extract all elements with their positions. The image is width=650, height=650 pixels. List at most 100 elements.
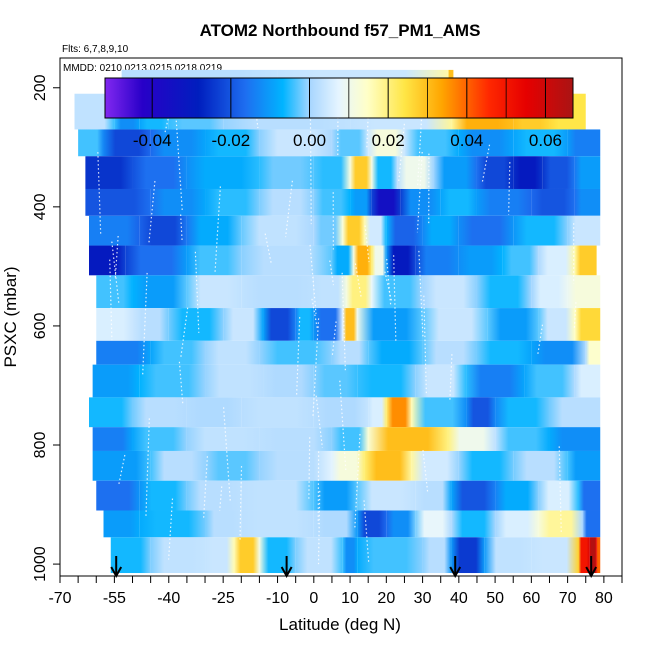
heatmap-cell xyxy=(92,364,140,398)
heatmap-cell xyxy=(150,537,206,574)
heatmap-cell xyxy=(447,427,496,451)
heatmap-cell xyxy=(353,245,372,276)
heatmap-cell xyxy=(589,537,597,574)
heatmap-cell xyxy=(567,215,601,246)
heatmap-cell xyxy=(313,275,347,309)
trace-segment xyxy=(174,108,183,211)
heatmap-cell xyxy=(440,188,477,216)
heatmap-cell xyxy=(263,308,296,341)
heatmap-cell xyxy=(331,427,369,451)
heatmap-cell xyxy=(186,275,242,309)
heatmap-cell xyxy=(241,245,332,276)
heatmap-cell xyxy=(205,129,260,157)
heatmap-cell xyxy=(495,427,550,451)
y-tick-label: 400 xyxy=(32,193,49,220)
heatmap-cell xyxy=(313,156,351,189)
heatmap-cell xyxy=(531,275,568,309)
x-tick-label: 10 xyxy=(341,590,359,607)
x-tick-label: 50 xyxy=(486,590,504,607)
heatmap-cell xyxy=(85,156,133,189)
heatmap-cell xyxy=(263,364,314,398)
colorbar-tick-label: 0.00 xyxy=(293,131,326,150)
heatmap-cell xyxy=(368,397,387,428)
x-tick-label: 0 xyxy=(309,590,318,607)
heatmap-cell xyxy=(78,129,104,157)
heatmap-cell xyxy=(125,245,187,276)
heatmap-cell xyxy=(567,129,601,157)
heatmap-cell xyxy=(495,510,539,538)
heatmap-cell xyxy=(524,364,575,398)
heatmap-cell xyxy=(139,510,206,538)
heatmap-cell xyxy=(458,245,503,276)
heatmap-cell xyxy=(89,245,126,276)
heatmap-cell xyxy=(259,129,332,157)
trace-segment xyxy=(363,500,370,565)
heatmap-cell xyxy=(422,275,477,309)
heatmap-cell xyxy=(368,340,423,365)
heatmap-cell xyxy=(415,510,452,538)
heatmap-cell xyxy=(386,245,416,276)
heatmap-cell xyxy=(574,156,601,189)
heatmap-cell xyxy=(422,215,459,246)
heatmap-cell xyxy=(259,340,332,365)
heatmap-cell xyxy=(357,510,387,538)
heatmap-cell xyxy=(371,275,423,309)
heatmap-cell xyxy=(538,245,575,276)
heatmap-cell xyxy=(150,450,206,481)
trace-segment xyxy=(417,119,423,186)
heatmap-cell xyxy=(574,364,601,398)
heatmap-cell xyxy=(186,427,260,451)
dates-note: MMDD: 0210,0213,0215,0218,0219 xyxy=(63,63,222,74)
heatmap-cell xyxy=(350,188,372,216)
heatmap-cell xyxy=(371,156,398,189)
heatmap-cell xyxy=(139,480,187,511)
heatmap-cell xyxy=(574,245,597,276)
heatmap-cell xyxy=(103,510,140,538)
heatmap-cell xyxy=(400,188,441,216)
heatmap-cell xyxy=(259,537,296,574)
heatmap-cell xyxy=(313,480,358,511)
heatmap-cell xyxy=(495,480,539,511)
colorbar xyxy=(104,77,574,119)
heatmap-cell xyxy=(458,215,514,246)
heatmap-cell xyxy=(422,537,452,574)
heatmap-cell xyxy=(484,537,532,574)
heatmap-cell xyxy=(466,364,525,398)
heatmap-cell xyxy=(582,510,601,538)
heatmap-cell xyxy=(531,340,586,365)
trace-segment xyxy=(418,250,424,338)
trace-segment xyxy=(317,490,321,565)
trace-segment xyxy=(194,251,200,333)
heatmap-cell xyxy=(132,427,187,451)
heatmap-cell xyxy=(386,215,423,246)
x-tick-label: 60 xyxy=(522,590,540,607)
heatmap-cell xyxy=(313,188,351,216)
y-tick-label: 200 xyxy=(32,74,49,101)
heatmap-cell xyxy=(186,215,242,246)
heatmap-cell xyxy=(259,450,332,481)
trace-segment xyxy=(117,454,126,486)
heatmap-cell xyxy=(531,188,575,216)
heatmap-cell xyxy=(103,129,151,157)
trace-segment xyxy=(573,302,577,329)
heatmap-cell xyxy=(585,340,601,365)
heatmap-cell xyxy=(357,480,416,511)
heatmap-cell xyxy=(476,340,532,365)
heatmap-cell xyxy=(495,397,550,428)
x-tick-label: 20 xyxy=(377,590,395,607)
trace-segment xyxy=(341,272,346,371)
heatmap-cell xyxy=(331,450,365,481)
heatmap-cell xyxy=(92,427,133,451)
trace-segment xyxy=(339,380,347,471)
heatmap-cell xyxy=(186,480,242,511)
trace-segment xyxy=(416,151,423,233)
x-tick-label: 30 xyxy=(414,590,432,607)
heatmap-cell xyxy=(342,308,358,341)
trace-segment xyxy=(180,214,183,241)
x-tick-label: -10 xyxy=(266,590,289,607)
heatmap-cell xyxy=(538,480,579,511)
heatmap-cell xyxy=(364,215,387,246)
heatmap-cell xyxy=(415,245,459,276)
heatmap-cell xyxy=(241,480,314,511)
heatmap-cell xyxy=(433,156,477,189)
